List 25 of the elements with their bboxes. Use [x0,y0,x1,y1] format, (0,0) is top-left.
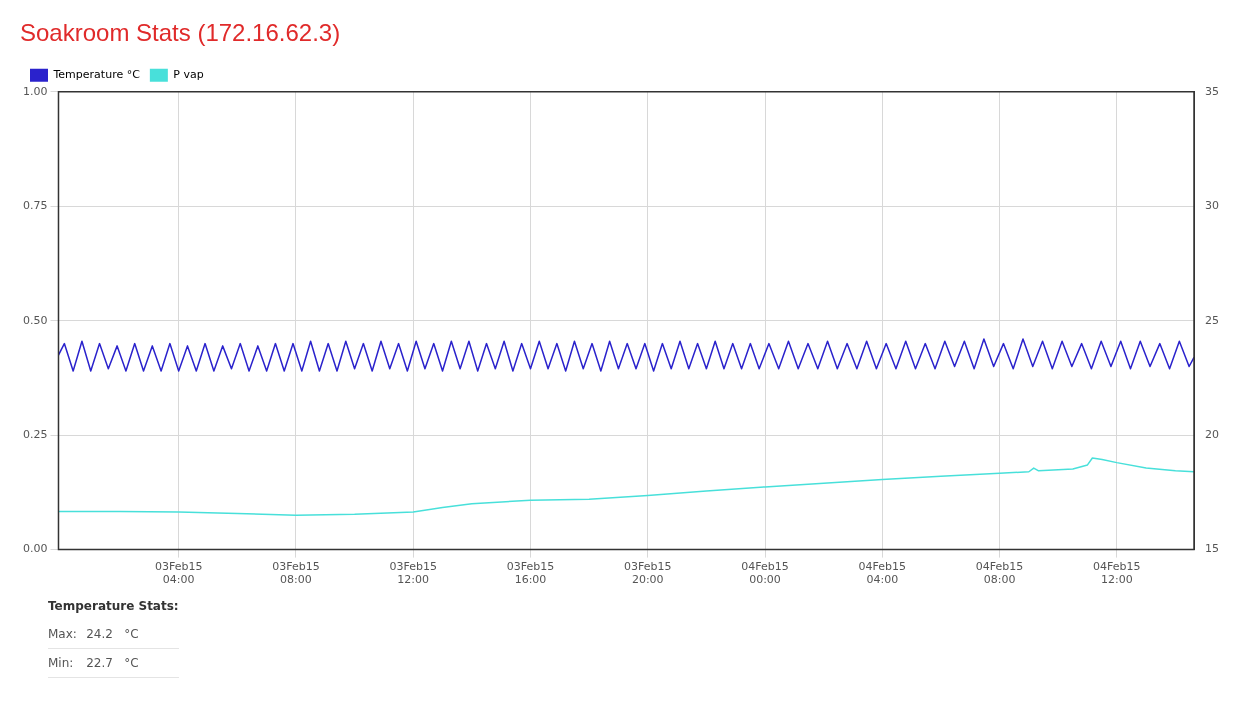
x-tick-label: 03Feb15 04:00 [154,560,203,587]
x-tick-label: 04Feb15 12:00 [1093,560,1141,587]
legend-label: P vap [173,68,204,82]
x-tick-label: 04Feb15 08:00 [975,560,1024,587]
y2-tick-label: 35 [1205,84,1219,98]
y2-tick-label: 30 [1205,199,1219,213]
y-tick-label: 0.00 [22,542,48,556]
x-tick-label: 04Feb15 00:00 [741,560,789,587]
y2-tick-label: 25 [1205,313,1219,327]
text: Min: 22.7 °C [48,656,139,670]
text: Max: 24.2 °C [48,627,139,641]
x-tick-label: 03Feb15 20:00 [624,560,672,587]
x-tick-label: 04Feb15 04:00 [858,560,907,587]
text: Temperature Stats: [48,599,179,613]
x-tick-label: 03Feb15 16:00 [506,560,555,587]
y-tick-label: 0.50 [22,313,48,327]
y-tick-label: 0.75 [22,199,48,213]
y-tick-label: 0.25 [22,428,48,442]
y-tick-label: 1.00 [22,84,48,98]
legend-label: Temperature °C [52,68,141,82]
chart-title: Soakroom Stats (172.16.62.3) [20,19,341,47]
y2-tick-label: 15 [1205,542,1219,556]
x-tick-label: 03Feb15 12:00 [389,560,437,587]
y2-tick-label: 20 [1205,428,1219,442]
x-tick-label: 03Feb15 08:00 [272,560,320,587]
